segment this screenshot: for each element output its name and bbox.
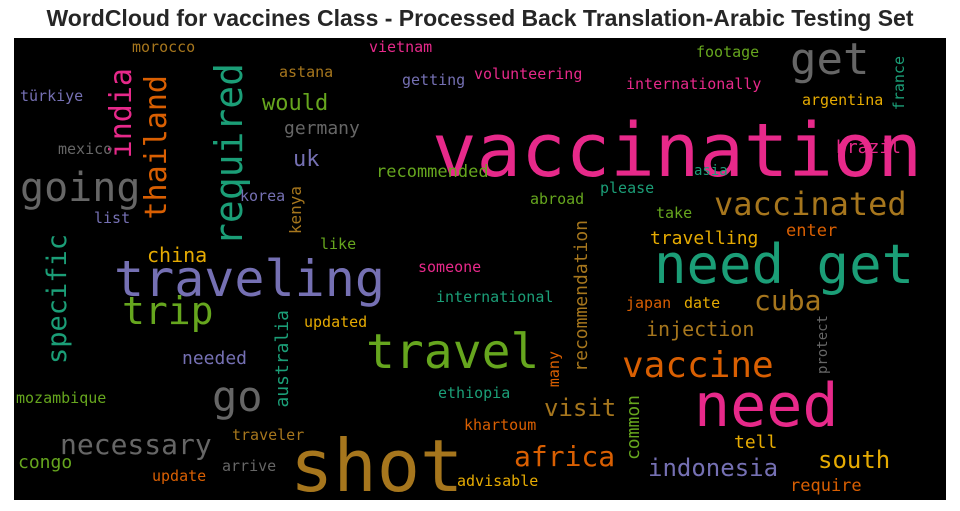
word-volunteering: volunteering <box>474 65 583 83</box>
word-getting: getting <box>402 71 466 89</box>
word-required: required <box>207 63 251 247</box>
word-would: would <box>262 91 329 116</box>
word-recommendation: recommendation <box>571 220 592 372</box>
word-travelling: travelling <box>650 228 759 249</box>
word-uk: uk <box>293 147 320 172</box>
word-many: many <box>545 351 563 388</box>
word-cloud: vaccination shot need need get traveling trav… <box>14 38 946 500</box>
word-go: go <box>212 372 263 421</box>
word-khartoum: khartoum <box>464 416 537 434</box>
word-someone: someone <box>418 258 482 276</box>
word-advisable: advisable <box>457 472 539 490</box>
word-shot: shot <box>290 424 464 500</box>
word-thailand: thailand <box>139 75 174 220</box>
word-international: international <box>436 288 554 306</box>
word-list: list <box>94 209 131 227</box>
word-please: please <box>600 179 655 197</box>
word-japan: japan <box>626 294 672 312</box>
word-congo: congo <box>18 452 73 473</box>
word-recommended: recommended <box>376 162 489 182</box>
word-enter: enter <box>786 221 838 241</box>
word-injection: injection <box>646 317 755 341</box>
word-türkiye: türkiye <box>20 87 84 105</box>
word-asia: asia <box>694 163 728 179</box>
word-updated: updated <box>304 313 368 331</box>
word-argentina: argentina <box>802 91 884 109</box>
word-update: update <box>152 467 207 485</box>
word-vietnam: vietnam <box>369 38 433 56</box>
word-indonesia: indonesia <box>648 454 779 482</box>
word-cuba: cuba <box>754 284 822 317</box>
word-common: common <box>623 395 644 461</box>
word-need-get: need get <box>654 233 915 296</box>
word-china: china <box>147 243 208 267</box>
word-germany: germany <box>284 118 360 139</box>
word-necessary: necessary <box>60 428 212 461</box>
word-traveling: traveling <box>114 250 385 308</box>
word-france: france <box>890 56 908 111</box>
word-tell: tell <box>734 432 778 453</box>
word-ethiopia: ethiopia <box>438 384 511 402</box>
word-australia: australia <box>272 310 293 408</box>
word-get: get <box>790 38 870 85</box>
word-going: going <box>20 165 141 211</box>
word-protect: protect <box>815 315 831 375</box>
word-date: date <box>684 294 721 312</box>
word-vaccinated: vaccinated <box>714 185 907 223</box>
word-need: need <box>694 371 839 441</box>
word-morocco: morocco <box>132 38 196 56</box>
word-needed: needed <box>182 348 248 369</box>
word-like: like <box>320 235 357 253</box>
word-vaccine: vaccine <box>622 345 774 386</box>
word-brazil: brazil <box>836 137 902 158</box>
word-take: take <box>656 204 693 222</box>
word-abroad: abroad <box>530 190 585 208</box>
word-vaccination: vaccination <box>432 108 923 194</box>
word-trip: trip <box>122 289 214 333</box>
word-travel: travel <box>366 324 540 380</box>
figure-title: WordCloud for vaccines Class - Processed… <box>46 5 914 31</box>
word-arrive: arrive <box>222 457 277 475</box>
word-internationally: internationally <box>626 75 762 93</box>
word-mexico: mexico <box>58 140 113 158</box>
word-mozambique: mozambique <box>16 389 107 407</box>
word-footage: footage <box>696 43 760 61</box>
word-africa: africa <box>514 440 616 473</box>
word-traveler: traveler <box>232 426 305 444</box>
word-kenya: kenya <box>286 186 305 235</box>
word-astana: astana <box>279 63 334 81</box>
word-visit: visit <box>544 394 617 422</box>
word-require: require <box>790 476 862 496</box>
word-specific: specific <box>42 234 73 365</box>
word-korea: korea <box>240 187 286 205</box>
word-south: south <box>818 446 891 474</box>
